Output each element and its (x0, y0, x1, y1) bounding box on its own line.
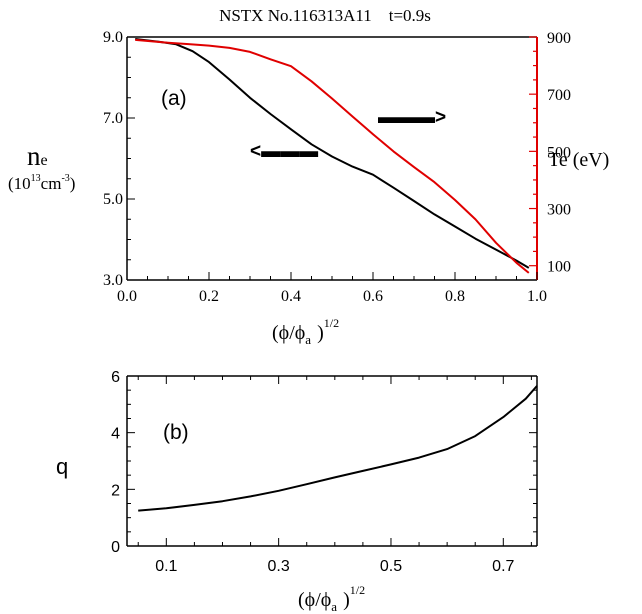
panel-b-label: (b) (163, 421, 189, 444)
panel-a-left-tick-label: 7.0 (103, 110, 123, 127)
panel-b-x-label-base: (ϕ/ϕ (298, 589, 331, 611)
ne-axis-label-sub: e (41, 152, 48, 169)
ne-axis-unit: (1013cm-3) (8, 173, 75, 193)
panel-a-title: NSTX No.116313A11 t=0.9s (219, 6, 431, 25)
panel-a-right-tick-label: 100 (547, 259, 571, 276)
panel-b-y-tick-label: 6 (111, 369, 120, 386)
panel-b-x-tick-label: 0.1 (155, 558, 177, 575)
panel-a-x-tick-label: 1.0 (527, 288, 547, 305)
panel-b-x-label-sup: 1/2 (350, 583, 365, 597)
ne-unit-base: (10 (8, 174, 31, 193)
ne-profile-line (135, 38, 530, 269)
panel-a-x-label-sub: a (305, 332, 311, 347)
panel-b-y-tick-label: 2 (111, 482, 120, 499)
panel-b-x-label-sub: a (331, 599, 337, 614)
ne-unit-mid: cm (41, 174, 62, 193)
panel-a-right-tick-label: 500 (547, 144, 571, 161)
panel-a-x-label-sup: 1/2 (324, 316, 339, 330)
panel-a-left-tick-label: 3.0 (103, 272, 123, 289)
panel-a-right-tick-label: 300 (547, 202, 571, 219)
panel-b-y-tick-label: 0 (111, 539, 120, 556)
panel-b-plot: 0.1 0.3 0.5 0.7 0 2 4 6 (111, 369, 538, 575)
panel-a-x-tick-label: 0.6 (363, 288, 383, 305)
ne-unit-sup: 13 (31, 173, 41, 184)
panel-a-label: (a) (161, 87, 187, 110)
q-axis-label: q (56, 454, 68, 479)
panel-a-x-tick-label: 0.8 (445, 288, 465, 305)
panel-b-x-tick-label: 0.3 (268, 558, 290, 575)
te-axis-label: Te (eV) (548, 149, 609, 171)
panel-b-x-tick-label: 0.5 (380, 558, 402, 575)
arrow-to-ne-axis: <▬▬▬ (250, 141, 318, 162)
panel-a-x-tick-label: 0.2 (199, 288, 219, 305)
panel-b-y-tick-label: 4 (111, 426, 120, 443)
panel-a-x-tick-label: 0.4 (281, 288, 301, 305)
panel-b-x-axis-label: (ϕ/ϕa)1/2 (298, 583, 365, 614)
arrow-to-te-axis: ▬▬▬> (378, 107, 446, 128)
ne-axis-label-main: n (27, 141, 41, 171)
panel-a-x-tick-label: 0.0 (117, 288, 137, 305)
panel-a-x-label-base: (ϕ/ϕ (272, 322, 305, 344)
panel-a-left-tick-label: 5.0 (103, 191, 123, 208)
ne-unit-sup2: -3 (61, 173, 69, 184)
panel-a-left-tick-label: 9.0 (103, 29, 123, 46)
panel-a-right-tick-label: 700 (547, 87, 571, 104)
panel-a-right-tick-label: 900 (547, 30, 571, 47)
panel-a-plot: 0.0 0.2 0.4 0.6 0.8 1.0 3.0 5.0 7.0 9.0 100 300 500 7… (103, 29, 571, 305)
ne-unit-end: ) (70, 174, 76, 193)
panel-a-x-axis-label: (ϕ/ϕa)1/2 (272, 316, 339, 347)
panel-b-x-tick-label: 0.7 (492, 558, 514, 575)
ne-axis-label: ne (27, 141, 48, 171)
q-profile-line (138, 385, 538, 512)
te-profile-line (135, 38, 530, 274)
